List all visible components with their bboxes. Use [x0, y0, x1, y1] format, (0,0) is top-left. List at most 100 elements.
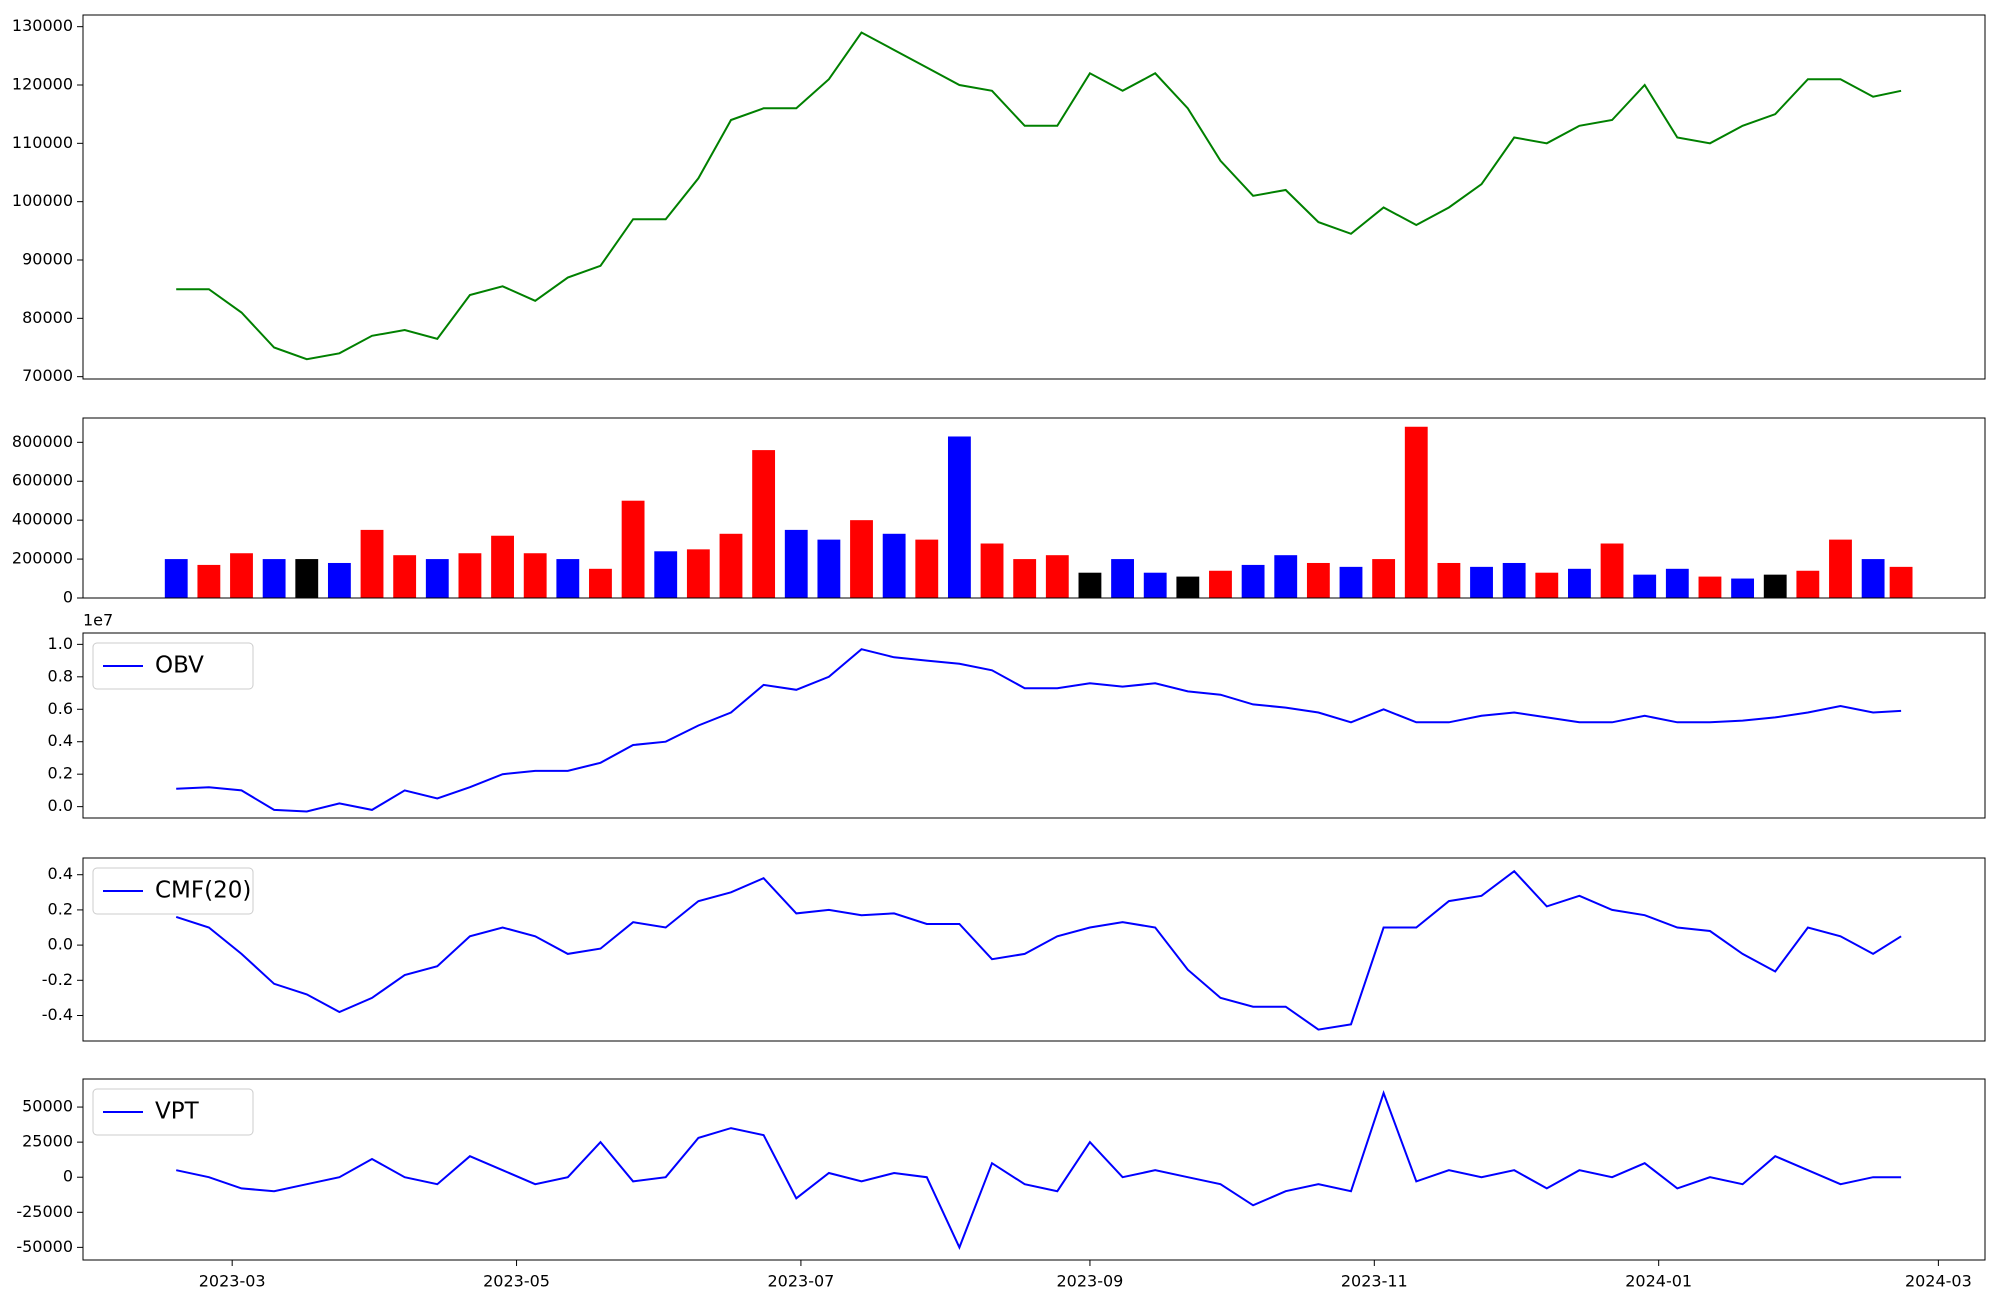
plot-frame [82, 14, 1986, 380]
line [176, 31, 1902, 361]
bar [1404, 426, 1428, 598]
bar [1045, 555, 1069, 598]
y-tick-label: 1.0 [48, 634, 73, 653]
y-tick-label: 50000 [22, 1097, 73, 1116]
bar [393, 555, 417, 598]
bar [556, 559, 580, 598]
y-tick-label: 25000 [22, 1132, 73, 1151]
bar [197, 564, 221, 598]
bar [262, 559, 286, 598]
bar [719, 533, 743, 598]
y-tick-label: 600000 [12, 471, 73, 490]
bar [1600, 543, 1624, 598]
bar [1274, 555, 1298, 598]
line [175, 1089, 1902, 1250]
y-tick-label: -50000 [16, 1237, 73, 1256]
bar [1861, 559, 1885, 598]
bar [1111, 559, 1134, 598]
bar [1796, 570, 1820, 598]
legend-label: OBV [155, 653, 204, 679]
bar [915, 539, 939, 598]
y-tick-label: 200000 [12, 549, 73, 568]
y-tick-label: 0.4 [48, 864, 73, 883]
x-tick-label: 2023-09 [1057, 1272, 1124, 1291]
bar [360, 529, 384, 598]
plot-frame [82, 632, 1986, 819]
bar [327, 562, 351, 598]
x-tick-label: 2023-05 [483, 1272, 550, 1291]
bar [425, 559, 449, 598]
bar [686, 549, 710, 598]
y-tick-label: -0.2 [42, 970, 73, 989]
bar [1209, 570, 1232, 598]
bar [1889, 566, 1913, 598]
y-tick-label: 0.6 [48, 699, 73, 718]
bar [1763, 574, 1787, 598]
bar [752, 450, 776, 598]
bar [1829, 539, 1852, 598]
bar [295, 559, 319, 598]
bar [947, 436, 971, 598]
y-tick-label: 0 [63, 588, 73, 607]
y-tick-label: 80000 [22, 308, 73, 327]
bar [1306, 562, 1330, 598]
y-tick-label: 0.0 [48, 796, 73, 815]
y-tick-label: 0.0 [48, 935, 73, 954]
bar [458, 553, 482, 598]
legend-box [92, 642, 254, 690]
y-tick-label: 130000 [12, 16, 73, 35]
x-tick-label: 2023-07 [767, 1272, 834, 1291]
x-tick-label: 2023-11 [1341, 1272, 1408, 1291]
y-tick-label: 800000 [12, 432, 73, 451]
bar [784, 529, 808, 598]
x-tick-label: 2023-03 [199, 1272, 266, 1291]
y-tick-label: 110000 [12, 133, 73, 152]
bar [1698, 576, 1722, 598]
bar [1437, 562, 1461, 598]
y-tick-label: 70000 [22, 366, 73, 385]
plot-frame [82, 417, 1986, 599]
x-tick-label: 2024-01 [1625, 1272, 1692, 1291]
x-tick-label: 2024-03 [1905, 1272, 1972, 1291]
bar [654, 551, 678, 598]
y-tick-label: -25000 [16, 1202, 73, 1221]
line [175, 869, 1902, 1031]
y-tick-label: 100000 [12, 191, 73, 210]
legend-label: CMF(20) [155, 878, 251, 904]
line [176, 648, 1902, 813]
plot-frame [82, 857, 1986, 1042]
y-tick-label: 400000 [12, 510, 73, 529]
bar [980, 543, 1004, 598]
bar [1013, 559, 1037, 598]
y-tick-label: 0.8 [48, 666, 73, 685]
y-tick-label: 0 [63, 1167, 73, 1186]
bar [1339, 566, 1363, 598]
bar [1372, 559, 1396, 598]
y-tick-label: 0.2 [48, 764, 73, 783]
bar [1078, 572, 1102, 598]
bar [1731, 578, 1755, 598]
bar [1470, 566, 1493, 598]
bar [850, 520, 873, 598]
bar [1633, 574, 1657, 598]
legend-box [92, 1088, 254, 1136]
legend-label: VPT [155, 1099, 200, 1125]
y-tick-label: 0.4 [48, 731, 73, 750]
bar [1241, 564, 1265, 598]
y-tick-label: 90000 [22, 250, 73, 269]
bar [1502, 562, 1526, 598]
plot-frame [82, 1078, 1986, 1261]
bar [164, 559, 188, 598]
bar [230, 553, 253, 598]
bar [817, 539, 841, 598]
bar [882, 533, 906, 598]
legend-box [92, 867, 254, 915]
bar [1568, 568, 1591, 598]
bar [1535, 572, 1559, 598]
y-tick-label: 120000 [12, 75, 73, 94]
bar [589, 568, 612, 598]
bar [1176, 576, 1200, 598]
y-tick-label: -0.4 [42, 1005, 73, 1024]
bar [1665, 568, 1689, 598]
